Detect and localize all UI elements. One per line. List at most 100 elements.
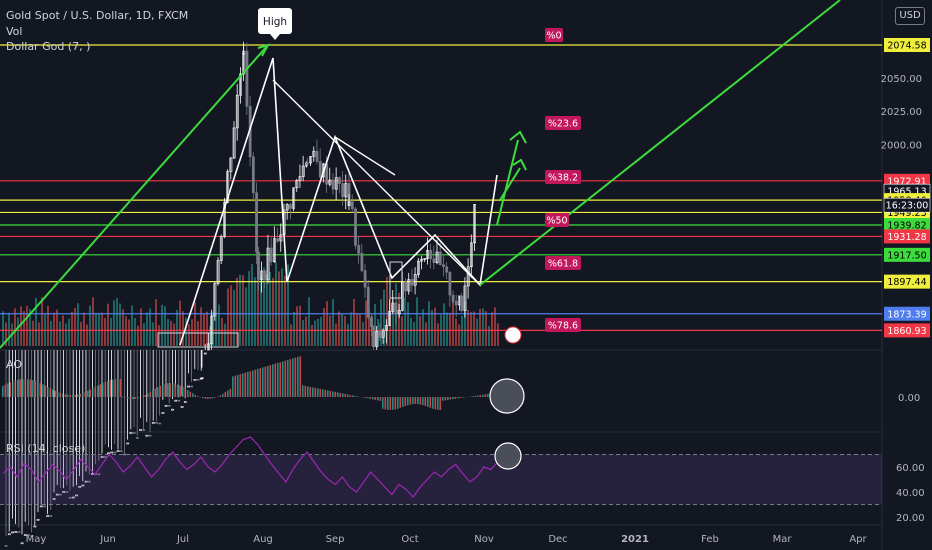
volume-bar bbox=[464, 301, 466, 346]
candle-body bbox=[148, 434, 152, 437]
ao-label: AO bbox=[6, 358, 22, 371]
ao-bar bbox=[332, 391, 334, 397]
candle-body bbox=[119, 450, 123, 452]
candle-body bbox=[391, 302, 395, 312]
rsi-tick-label: 20.00 bbox=[896, 513, 925, 524]
fib-level-label: %0 bbox=[546, 31, 561, 42]
volume-bar bbox=[29, 309, 31, 346]
x-tick-label: Jul bbox=[176, 534, 189, 545]
ao-bar bbox=[237, 374, 239, 397]
volume-bar bbox=[8, 312, 10, 346]
candle-body bbox=[81, 484, 85, 487]
volume-bar bbox=[182, 311, 184, 346]
ao-bar bbox=[214, 397, 217, 398]
volume-bar bbox=[284, 275, 286, 346]
volume-bar bbox=[428, 301, 430, 346]
volume-bar bbox=[299, 305, 301, 346]
candle-body bbox=[448, 271, 452, 296]
volume-bar bbox=[347, 324, 349, 346]
fib-badge bbox=[545, 116, 581, 130]
fib-badge bbox=[545, 256, 581, 270]
candle-body bbox=[309, 156, 313, 164]
ao-bar bbox=[47, 386, 49, 397]
pattern-segment bbox=[334, 136, 396, 176]
volume-bar bbox=[311, 324, 313, 346]
candle-body bbox=[132, 432, 136, 434]
volume-bar bbox=[89, 305, 91, 346]
volume-bar bbox=[281, 268, 283, 346]
volume-bar bbox=[122, 309, 124, 346]
candle-body bbox=[312, 150, 316, 157]
volume-bar bbox=[128, 319, 130, 346]
price-tick-label: 2050.00 bbox=[881, 74, 922, 85]
candle-body bbox=[384, 325, 388, 331]
ao-bar bbox=[159, 385, 162, 397]
volume-bar bbox=[59, 321, 61, 346]
candle-body bbox=[381, 330, 385, 338]
ao-bar bbox=[82, 392, 84, 397]
volume-bar bbox=[260, 276, 262, 346]
ao-bar bbox=[89, 389, 92, 397]
ao-bar bbox=[419, 397, 422, 405]
ao-bar bbox=[184, 388, 187, 397]
volume-bar bbox=[230, 285, 232, 346]
ao-bar bbox=[109, 380, 112, 397]
candle-body bbox=[229, 157, 233, 172]
candle-body bbox=[269, 247, 273, 262]
volume-bar bbox=[41, 297, 43, 346]
ao-bar bbox=[289, 359, 292, 397]
volume-bar bbox=[161, 304, 163, 346]
volume-bar bbox=[44, 313, 46, 346]
ao-bar bbox=[327, 390, 329, 397]
ao-bar bbox=[329, 390, 332, 397]
highlight-box bbox=[157, 332, 239, 348]
volume-bar bbox=[104, 318, 106, 346]
candle-body bbox=[142, 429, 146, 431]
ao-bar bbox=[187, 390, 189, 397]
volume-bar bbox=[236, 277, 238, 346]
ao-bar bbox=[389, 397, 392, 410]
candle-body bbox=[363, 270, 367, 288]
ao-bar bbox=[474, 395, 477, 397]
rsi-line bbox=[2, 436, 499, 498]
candle-body bbox=[347, 201, 351, 206]
currency-button[interactable]: USD bbox=[895, 7, 925, 25]
ao-bar bbox=[132, 397, 134, 399]
candle-body bbox=[423, 258, 427, 260]
volume-bar bbox=[2, 311, 4, 346]
candle-body bbox=[407, 279, 411, 292]
ao-bar bbox=[349, 394, 352, 397]
candle-body bbox=[213, 283, 217, 317]
ao-bar bbox=[234, 375, 237, 397]
rsi-band-fill bbox=[0, 454, 882, 505]
ao-bar bbox=[399, 397, 402, 408]
volume-bar bbox=[338, 311, 340, 346]
candle-body bbox=[180, 406, 184, 408]
ao-bar bbox=[407, 397, 409, 406]
fib-labels: %0 %23.6 %38.2 %50 %61.8 %78.6 bbox=[545, 28, 581, 332]
volume-bar bbox=[317, 319, 319, 346]
volume-bar bbox=[209, 325, 211, 346]
volume-bar bbox=[113, 300, 115, 346]
x-tick-label: May bbox=[26, 534, 47, 545]
ao-bar bbox=[29, 379, 32, 397]
volume-bar bbox=[65, 323, 67, 346]
volume-bar bbox=[242, 275, 244, 346]
ao-bar bbox=[97, 385, 99, 397]
ao-bar bbox=[277, 362, 279, 397]
ao-bar bbox=[172, 383, 174, 397]
ao-bar bbox=[27, 379, 29, 397]
candle-body bbox=[171, 408, 174, 411]
ao-bar bbox=[344, 393, 347, 397]
ao-bar bbox=[409, 397, 412, 405]
ao-bar bbox=[74, 394, 77, 397]
high-label: High bbox=[263, 16, 287, 28]
ao-bar bbox=[319, 388, 322, 397]
volume-bar bbox=[437, 323, 439, 346]
candle-body bbox=[451, 294, 455, 302]
ao-bar bbox=[207, 397, 209, 399]
volume-bar bbox=[95, 312, 97, 346]
candle-body bbox=[260, 270, 264, 280]
